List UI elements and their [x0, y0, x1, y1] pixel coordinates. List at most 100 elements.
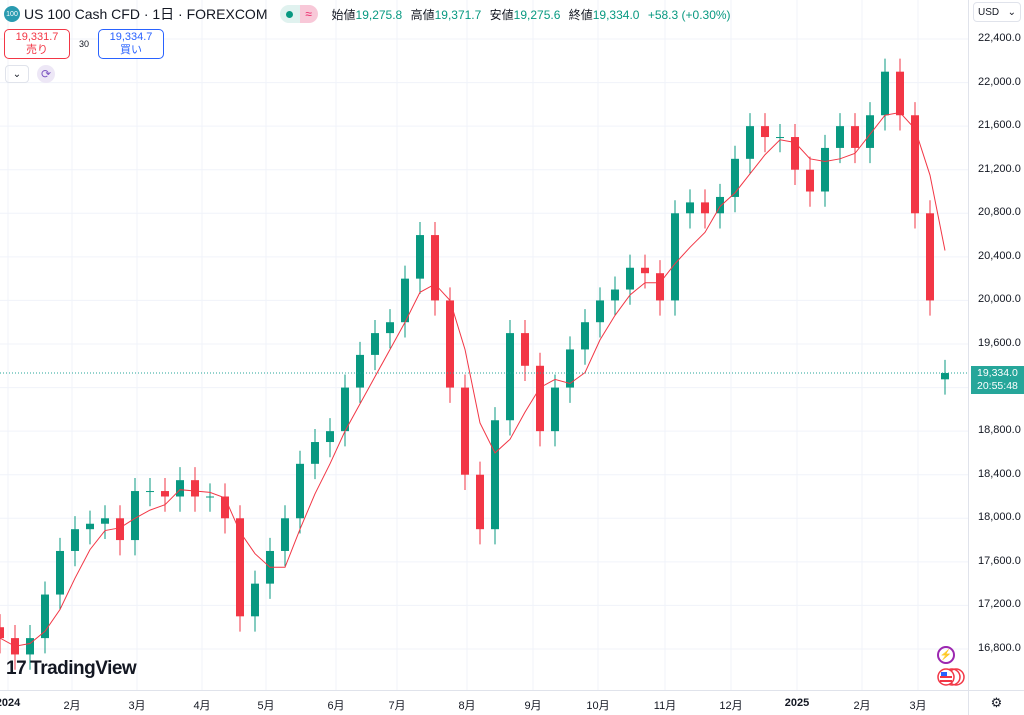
candle [416, 235, 424, 279]
candle [71, 529, 79, 551]
spread: 30 [79, 39, 90, 49]
candle [371, 333, 379, 355]
price-chart[interactable] [0, 0, 968, 690]
price-tick-label: 18,800.0 [978, 424, 1021, 437]
time-tick-label: 6月 [327, 700, 345, 712]
candle [491, 420, 499, 530]
price-tick-label: 20,400.0 [978, 249, 1021, 262]
candle [176, 480, 184, 497]
time-tick-label: 2月 [63, 700, 81, 712]
candle [641, 267, 649, 274]
candle [701, 202, 709, 214]
refresh-icon[interactable]: ⟳ [37, 65, 55, 83]
chevron-down-icon[interactable]: ⌄ [5, 65, 29, 83]
price-tick-label: 21,600.0 [978, 119, 1021, 132]
time-tick-label: 11月 [653, 700, 677, 712]
price-tick-label: 17,200.0 [978, 598, 1021, 611]
price-axis[interactable]: USD ⌄ 22,400.0 22,000.0 21,600.0 21,200.0 20,… [968, 0, 1024, 690]
candle [461, 387, 469, 475]
chart-header: 100 US 100 Cash CFD · 1日 · FOREXCOM ≈ 始値… [4, 4, 736, 24]
candle [101, 518, 109, 524]
candle [26, 638, 34, 655]
price-tick-label: 17,600.0 [978, 554, 1021, 567]
time-tick-label: 3月 [909, 700, 927, 712]
price-tick-label: 19,600.0 [978, 337, 1021, 349]
candle [281, 518, 289, 551]
lightning-icon[interactable]: ⚡ [937, 646, 955, 664]
candle [191, 480, 199, 497]
candle [746, 126, 754, 159]
candle [941, 372, 949, 380]
tradingview-logo[interactable]: 17 TradingView [6, 658, 137, 679]
candle [656, 273, 664, 301]
gear-icon[interactable]: ⚙ [968, 690, 1024, 715]
candle [356, 354, 364, 388]
candle [116, 518, 124, 541]
candle [431, 235, 439, 301]
candle [236, 518, 244, 617]
candle [386, 322, 394, 334]
bar-countdown: 20:55:48 [977, 380, 1018, 392]
time-tick-label: 9月 [524, 700, 542, 712]
time-tick-label: 8月 [458, 700, 476, 712]
time-tick-label: 10月 [586, 700, 610, 712]
candle [251, 583, 259, 617]
change-value: +58.3 (+0.30%) [647, 7, 731, 22]
ohlc-legend: 始値19,275.8 高値19,371.7 安値19,275.6 終値19,33… [331, 7, 731, 22]
candle [86, 523, 94, 530]
market-status[interactable]: ≈ [279, 5, 318, 23]
time-tick-label: 3月 [128, 700, 146, 712]
candle [926, 213, 934, 301]
candle [671, 213, 679, 301]
price-tick-label: 18,000.0 [978, 511, 1021, 524]
candle [566, 349, 574, 388]
current-price-label: 19,334.0 20:55:48 [971, 366, 1024, 394]
time-tick-label: 2025 [784, 697, 810, 709]
candle [131, 491, 139, 541]
candle [521, 333, 529, 366]
candle [581, 322, 589, 350]
candle [881, 71, 889, 116]
candle [821, 147, 829, 192]
candle [626, 267, 634, 290]
candle [146, 491, 154, 493]
candle [896, 71, 904, 116]
candle [716, 196, 724, 214]
sell-button[interactable]: 19,331.7 売り [4, 29, 70, 59]
candle [596, 300, 604, 323]
price-tick-label: 18,400.0 [978, 467, 1021, 480]
candle [836, 126, 844, 148]
chevron-down-icon: ⌄ [1007, 6, 1016, 18]
symbol-title[interactable]: US 100 Cash CFD · 1日 · FOREXCOM [24, 6, 268, 22]
price-tick-label: 22,400.0 [978, 32, 1021, 44]
price-tick-label: 20,800.0 [978, 206, 1021, 219]
buy-button[interactable]: 19,334.7 買い [98, 29, 165, 59]
time-tick-label: 2月 [853, 700, 871, 712]
time-tick-label: 2024 [0, 697, 21, 709]
candle [866, 115, 874, 148]
candle [506, 333, 514, 421]
price-tick-label: 16,800.0 [978, 642, 1021, 654]
candle [686, 202, 694, 214]
candle [221, 496, 229, 519]
candle [206, 496, 214, 498]
trade-panel: 19,331.7 売り 30 19,334.7 買い [4, 29, 165, 59]
candle [446, 300, 454, 388]
candle [56, 550, 64, 595]
time-tick-label: 5月 [257, 700, 275, 712]
time-tick-label: 4月 [193, 700, 211, 712]
candle [311, 442, 319, 464]
market-open-icon [279, 5, 300, 23]
candle [296, 463, 304, 519]
price-tick-label: 20,000.0 [978, 293, 1021, 306]
currency-select[interactable]: USD ⌄ [973, 2, 1021, 22]
candle [326, 431, 334, 443]
price-tick-label: 22,000.0 [978, 75, 1021, 88]
candle [776, 137, 784, 139]
us-flag-icon[interactable] [937, 668, 965, 686]
symbol-logo: 100 [4, 6, 20, 22]
candle [791, 137, 799, 170]
time-tick-label: 7月 [388, 700, 406, 712]
time-axis[interactable]: 2024 2月 3月 4月 5月 6月 7月 8月 9月 10月 11月 12月 2025 2月 3月 [0, 690, 968, 715]
time-tick-label: 12月 [719, 700, 743, 712]
